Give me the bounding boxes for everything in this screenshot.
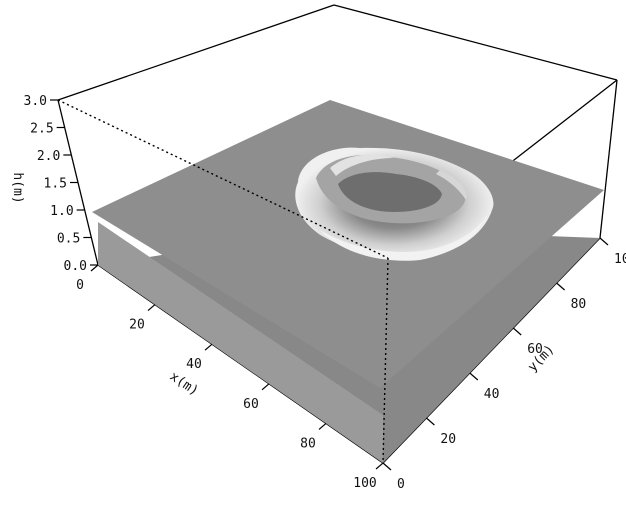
box-edge-front-vertical bbox=[382, 257, 389, 464]
x-tick-label: 40 bbox=[186, 357, 202, 372]
y-tick-mark bbox=[556, 282, 565, 291]
y-tick-mark bbox=[512, 327, 522, 336]
axis-ticks bbox=[50, 99, 609, 471]
bump-highlight bbox=[330, 154, 394, 176]
bump-shadow-front bbox=[320, 214, 488, 261]
z-tick-label: 1.5 bbox=[44, 177, 67, 192]
x-axis-label: x(m) bbox=[167, 369, 201, 399]
bump-highlight-right bbox=[436, 170, 467, 200]
z-axis-label: h(m) bbox=[10, 172, 25, 203]
z-tick-label: 0.0 bbox=[64, 259, 87, 274]
x-tick-label: 20 bbox=[129, 318, 145, 333]
y-tick-label: 80 bbox=[571, 297, 587, 312]
bump-basin bbox=[338, 172, 442, 212]
x-tick-label: 60 bbox=[243, 397, 259, 412]
x-tick-label: 100 bbox=[353, 476, 376, 491]
x-tick-mark bbox=[204, 343, 213, 351]
z-tick-label: 2.0 bbox=[37, 149, 60, 164]
y-tick-mark bbox=[382, 462, 392, 471]
box-edge-top-back-right bbox=[333, 4, 618, 81]
y-tick-mark bbox=[426, 417, 435, 426]
y-tick-label: 0 bbox=[397, 477, 405, 492]
z-tick-label: 2.5 bbox=[30, 122, 53, 137]
surface-plane-h0-side bbox=[98, 222, 383, 463]
box-edge-top-front-left bbox=[57, 99, 389, 259]
z-tick-label: 0.5 bbox=[57, 232, 80, 247]
x-tick-label: 80 bbox=[300, 436, 316, 451]
y-tick-label: 100 bbox=[614, 252, 626, 267]
box-edges-dotted bbox=[57, 99, 389, 464]
x-tick-mark bbox=[90, 264, 99, 272]
y-tick-label: 20 bbox=[440, 432, 456, 447]
z-tick-label: 3.0 bbox=[24, 94, 47, 109]
x-tick-mark bbox=[375, 462, 384, 470]
box-edge-top-back-left bbox=[57, 4, 335, 101]
x-tick-mark bbox=[261, 383, 270, 391]
z-tick-label: 1.0 bbox=[50, 204, 73, 219]
x-tick-label: 0 bbox=[76, 278, 84, 293]
y-tick-label: 60 bbox=[527, 342, 543, 357]
surface-bump bbox=[295, 147, 494, 261]
x-tick-mark bbox=[147, 304, 156, 312]
y-tick-label: 40 bbox=[484, 387, 500, 402]
y-tick-mark bbox=[599, 237, 609, 246]
box-edge-right-vertical bbox=[599, 79, 618, 239]
x-tick-mark bbox=[318, 422, 327, 430]
y-tick-mark bbox=[469, 372, 479, 381]
